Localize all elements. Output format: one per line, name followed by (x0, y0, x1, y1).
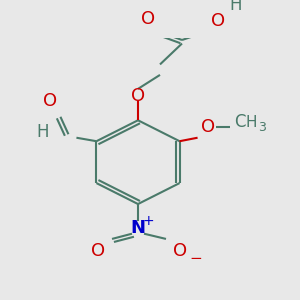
Text: C: C (234, 113, 245, 131)
Text: O: O (200, 118, 214, 136)
Text: 3: 3 (258, 121, 266, 134)
Text: O: O (173, 242, 187, 260)
Text: −: − (190, 250, 202, 266)
Text: O: O (91, 242, 105, 260)
Text: H: H (246, 115, 257, 130)
Text: O: O (211, 12, 225, 30)
Text: O: O (131, 87, 145, 105)
Text: O: O (44, 92, 58, 110)
Text: +: + (142, 214, 154, 229)
Text: H: H (36, 124, 48, 142)
Text: N: N (130, 220, 146, 238)
Text: H: H (230, 0, 242, 14)
Text: O: O (141, 10, 155, 28)
